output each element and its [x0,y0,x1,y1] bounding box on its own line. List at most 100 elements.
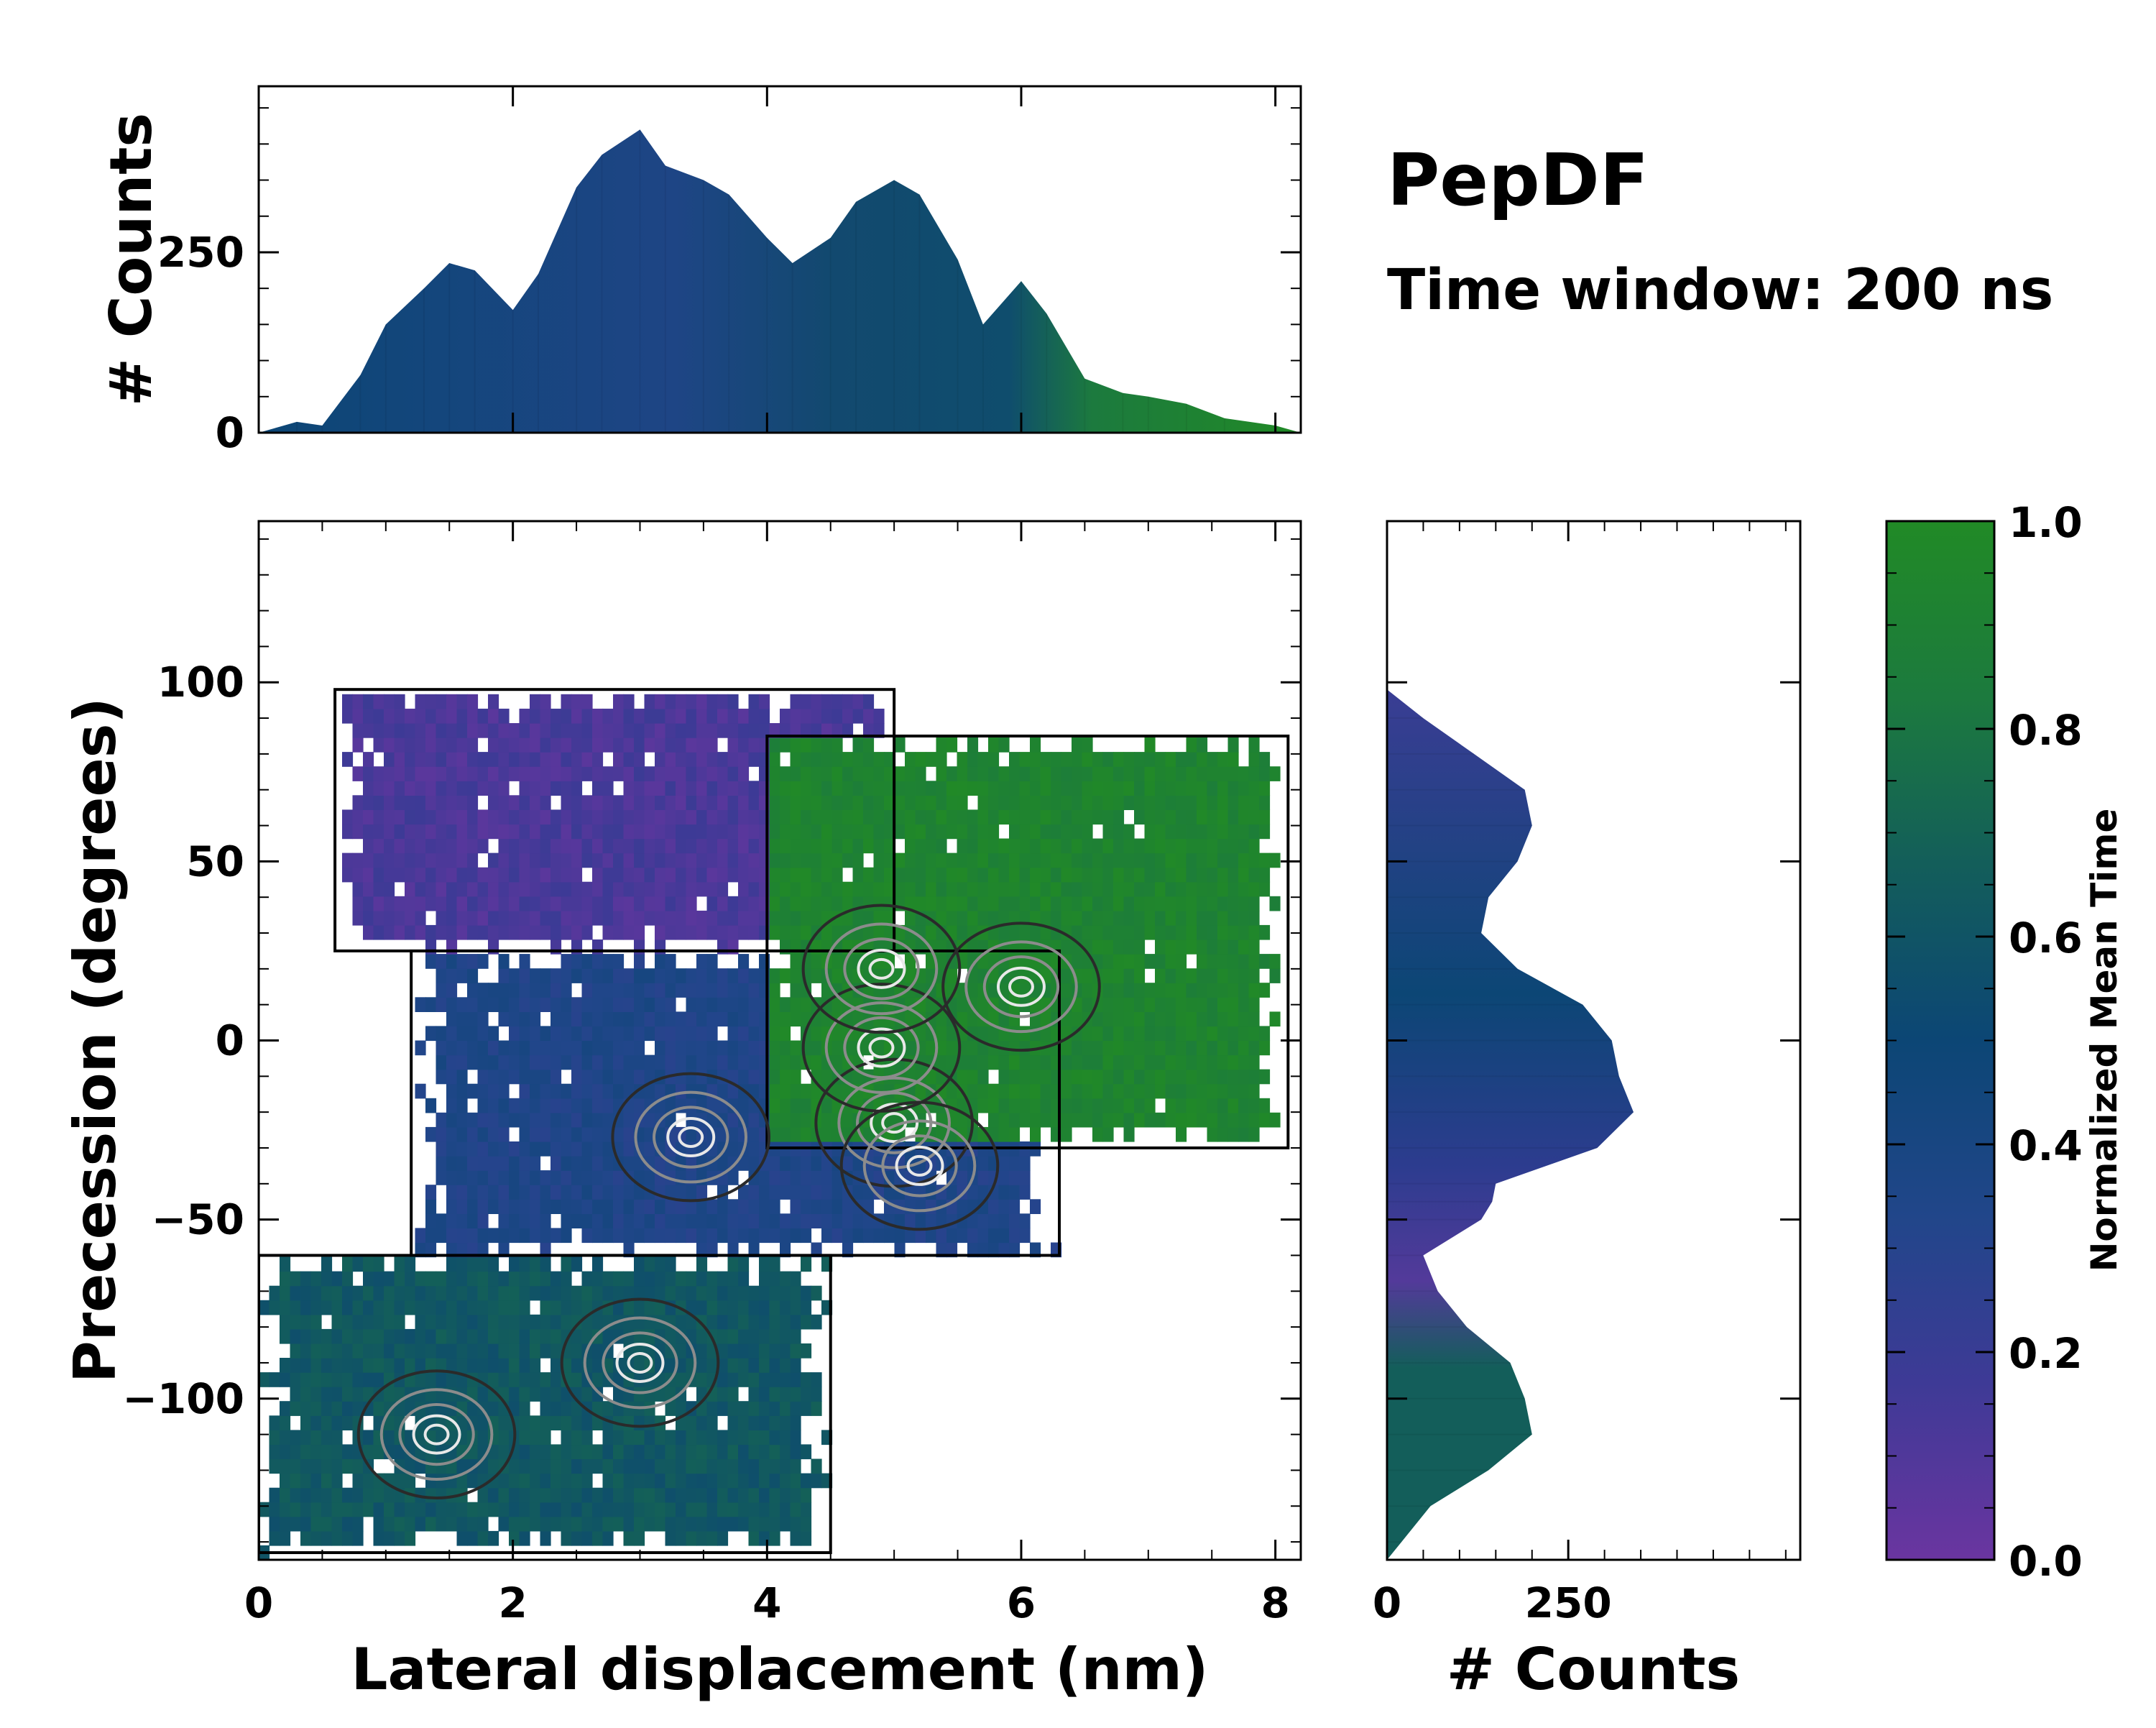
heatmap-cell [634,723,645,738]
heatmap-cell [884,795,895,810]
heatmap-cell [727,694,739,709]
heatmap-cell [300,1271,312,1287]
heatmap-cell [1176,924,1187,940]
y-tick-label: 0 [216,1016,244,1065]
heatmap-cell [373,1530,384,1546]
heatmap-cell [467,1199,479,1214]
heatmap-cell [436,1054,447,1070]
heatmap-cell [331,1473,343,1489]
y-tick-label: 50 [186,837,244,886]
heatmap-cell [425,1213,437,1228]
heatmap-cell [1019,1170,1031,1185]
heatmap-cell [780,1185,791,1200]
heatmap-cell [602,1054,614,1070]
heatmap-cell [602,1473,614,1489]
heatmap-cell [769,1401,780,1416]
heatmap-cell [467,1314,479,1330]
heatmap-cell [738,1011,750,1027]
heatmap-cell [790,1040,801,1056]
heatmap-cell [967,838,979,854]
heatmap-cell [530,1054,541,1070]
heatmap-cell [623,852,635,868]
heatmap-cell [467,852,479,868]
heatmap-cell [1102,824,1114,840]
heatmap-cell [394,852,405,868]
heatmap-cell [706,1502,718,1517]
heatmap-cell [581,1083,593,1099]
heatmap-cell [801,1170,812,1185]
heatmap-cell [1155,852,1166,868]
heatmap-cell [676,1487,687,1503]
heatmap-cell [811,910,822,926]
heatmap-cell [1019,838,1031,854]
heatmap-cell [446,924,458,940]
heatmap-cell [831,924,843,940]
heatmap-cell [1019,881,1031,897]
heatmap-cell [1102,954,1114,969]
heatmap-cell [655,1011,666,1027]
heatmap-cell [686,867,697,883]
heatmap-cell [717,838,729,854]
heatmap-cell [915,1213,926,1228]
heatmap-cell [634,1026,645,1042]
heatmap-cell [727,1141,739,1157]
heatmap-cell [405,1271,416,1287]
heatmap-cell [988,781,1000,796]
heatmap-cell [915,838,926,854]
heatmap-cell [967,1054,979,1070]
heatmap-cell [373,1314,384,1330]
heatmap-cell [1072,1083,1083,1099]
heatmap-cell [977,1213,989,1228]
heatmap-cell [634,1415,645,1430]
heatmap-cell [1030,1098,1041,1113]
heatmap-cell [394,1256,405,1272]
heatmap-cell [1176,983,1187,998]
heatmap-cell [665,1530,676,1546]
heatmap-cell [1009,1185,1021,1200]
heatmap-cell [530,1430,541,1446]
heatmap-cell [676,1069,687,1085]
heatmap-cell [592,1040,604,1056]
heatmap-cell [540,1458,551,1474]
heatmap-cell [571,1026,583,1042]
heatmap-cell [1040,809,1051,825]
heatmap-cell [1238,766,1250,781]
heatmap-cell [405,1256,416,1272]
heatmap-cell [509,983,520,998]
heatmap-cell [676,1040,687,1056]
heatmap-cell [717,1387,729,1402]
heatmap-cell [571,1199,583,1214]
heatmap-cell [936,1126,947,1142]
heatmap-cell [831,809,843,825]
heatmap-cell [676,1401,687,1416]
heatmap-cell [863,723,875,738]
heatmap-cell [967,954,979,969]
heatmap-cell [821,1228,833,1244]
heatmap-cell [467,766,479,781]
heatmap-cell [384,809,395,825]
heatmap-cell [831,867,843,883]
heatmap-cell [811,1199,822,1214]
heatmap-cell [571,1328,583,1344]
heatmap-cell [1082,983,1093,998]
heatmap-cell [1123,752,1135,767]
heatmap-cell [477,1040,489,1056]
heatmap-cell [1176,1040,1187,1056]
heatmap-cell [696,1502,708,1517]
heatmap-cell [842,694,854,709]
heatmap-cell [706,1026,718,1042]
heatmap-cell [957,1170,968,1185]
heatmap-cell [988,838,1000,854]
heatmap-cell [717,896,729,911]
heatmap-cell [602,1083,614,1099]
heatmap-cell [1082,781,1093,796]
heatmap-cell [676,723,687,738]
heatmap-cell [873,781,885,796]
heatmap-cell [748,694,760,709]
heatmap-cell [509,838,520,854]
heatmap-cell [706,1054,718,1070]
heatmap-cell [425,852,437,868]
density-contour [964,940,1078,1034]
heatmap-cell [509,1185,520,1200]
heatmap-cell [363,1473,374,1489]
